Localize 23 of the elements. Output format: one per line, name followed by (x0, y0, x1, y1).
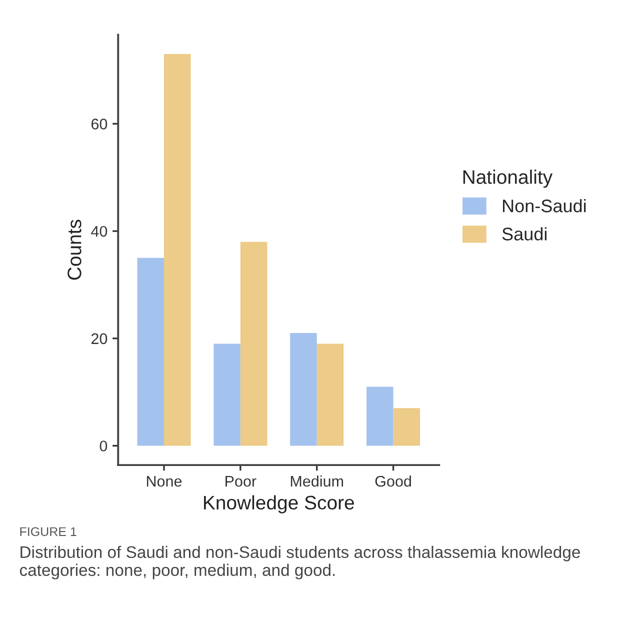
bar (290, 333, 317, 446)
text: Distribution of Saudi and non-Saudi students across thalassemia knowledge categories: none, poor, medium, and good. (20, 546, 580, 580)
legend-label: Non-Saudi (503, 199, 586, 212)
x-tick-label: None (146, 476, 182, 487)
x-tick-label: Good (375, 475, 411, 487)
caption: FIGURE 1 (20, 527, 76, 536)
legend-label: Saudi (502, 227, 546, 240)
legend-title: Nationality (463, 170, 553, 188)
bar (393, 408, 420, 446)
bar (214, 344, 240, 446)
bar (240, 242, 268, 446)
y-tick-label: 20 (91, 333, 108, 344)
y-tick-label: 0 (100, 440, 108, 452)
x-axis-title: Knowledge Score (204, 495, 354, 514)
bar (366, 386, 394, 446)
x-tick-label: Poor (226, 476, 256, 487)
bar (316, 344, 344, 446)
y-tick-label: 40 (91, 226, 108, 237)
y-tick-label: 60 (91, 118, 108, 130)
x-tick-label: Medium (290, 475, 344, 487)
bar (137, 258, 164, 446)
y-axis-title: Counts (68, 220, 82, 280)
bar (164, 54, 191, 446)
